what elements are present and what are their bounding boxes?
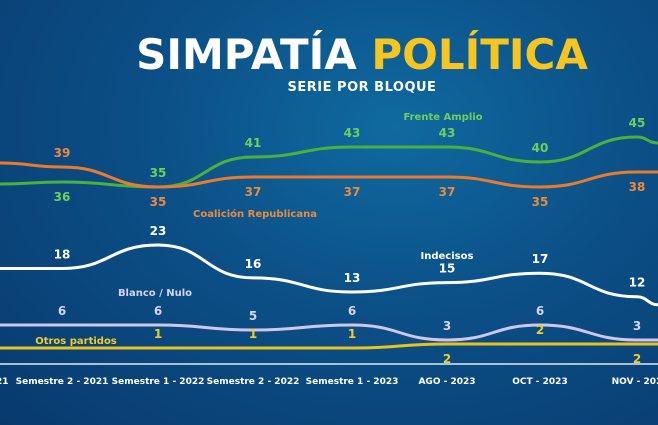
series-line-coalici-n-republicana [0,161,658,189]
data-label: 1 [154,327,162,341]
data-label: 15 [439,262,456,276]
data-label: 6 [154,304,162,318]
data-label: 45 [629,116,646,130]
series-line-otros-partidos [0,342,658,350]
x-tick-label: Semestre 2 - 2021 [16,377,109,387]
x-tick-label: AGO - 2023 [418,377,475,387]
data-label: 6 [58,304,66,318]
series-name-label: Indecisos [421,251,474,262]
data-label: 1 [249,327,257,341]
title-part-2: POLÍTICA [371,30,588,79]
series-line-indecisos [0,243,658,307]
data-label: 3 [633,319,641,333]
data-label: 36 [54,190,71,204]
x-tick-label: Semestre 1 - 2022 [112,377,205,387]
data-label: 13 [344,271,361,285]
series-name-label: Otros partidos [35,336,117,347]
data-label: 37 [344,185,361,199]
data-label: 39 [54,146,71,160]
series-name-label: Coalición Republicana [193,208,317,220]
data-label: 6 [536,304,544,318]
series-line-frente-amplio [0,135,658,189]
data-label: 3 [443,319,451,333]
data-label: 5 [249,309,257,323]
data-label: 23 [150,224,167,238]
data-label: 35 [150,195,167,209]
data-label: 6 [348,304,356,318]
chart-title: SIMPATÍA POLÍTICA [0,30,658,79]
data-label: 38 [629,180,646,194]
data-label: 43 [439,126,456,140]
data-label: 2 [536,323,544,337]
data-label: 35 [150,166,167,180]
data-label: 1 [348,327,356,341]
data-label: 17 [532,252,549,266]
series-line-blanco-nulo [0,323,658,342]
x-tick-label: NOV - 202 [612,377,658,387]
title-part-1: SIMPATÍA [136,30,357,79]
data-label: 43 [344,126,361,140]
data-label: 16 [245,257,262,271]
data-label: 12 [629,276,646,290]
x-tick-label: Semestre 2 - 2022 [207,377,300,387]
data-label: 37 [439,185,456,199]
data-label: 37 [245,185,262,199]
series-name-label: Blanco / Nulo [118,288,192,299]
data-label: 40 [532,141,549,155]
data-label: 35 [532,195,549,209]
data-label: 18 [54,248,71,262]
data-label: 41 [245,136,262,150]
series-name-label: Frente Amplio [403,112,482,123]
x-tick-label: 21 [0,377,9,387]
data-label: 2 [633,352,641,366]
x-tick-label: Semestre 1 - 2023 [306,377,399,387]
data-label: 2 [443,352,451,366]
x-tick-label: OCT - 2023 [512,377,567,387]
chart-subtitle: SERIE POR BLOQUE [287,80,437,95]
